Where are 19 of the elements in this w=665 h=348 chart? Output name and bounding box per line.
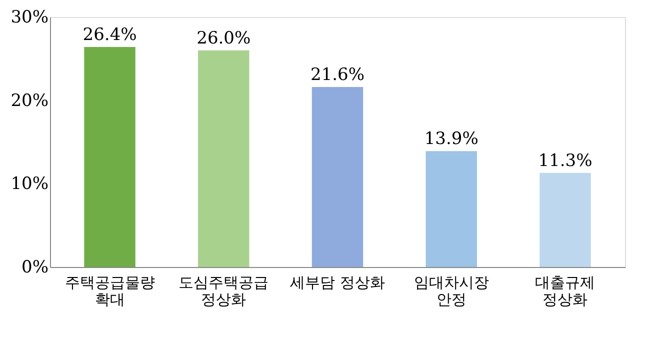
data-label: 26.4%	[82, 25, 137, 45]
y-tick-label: 10%	[10, 174, 48, 194]
x-tick-label: 세부담 정상화	[290, 274, 385, 292]
bar	[540, 172, 591, 267]
y-tick-label: 20%	[10, 90, 48, 111]
bar	[426, 151, 477, 267]
y-tick-label: 30%	[10, 8, 48, 28]
data-label: 21.6%	[310, 65, 365, 85]
data-label: 26.0%	[196, 28, 251, 48]
x-tick-label: 대출규제 정상화	[535, 274, 596, 308]
bar	[312, 87, 364, 267]
x-tick-label: 도심주택공급 정상화	[178, 274, 269, 308]
bar	[198, 50, 250, 267]
data-label: 11.3%	[538, 150, 592, 171]
y-tick-label: 0%	[22, 258, 48, 278]
x-tick-label: 임대차시장 안정	[414, 274, 489, 308]
x-tick-label: 주택공급물량 확대	[64, 274, 155, 308]
bar	[84, 47, 136, 267]
data-label: 13.9%	[424, 129, 478, 150]
